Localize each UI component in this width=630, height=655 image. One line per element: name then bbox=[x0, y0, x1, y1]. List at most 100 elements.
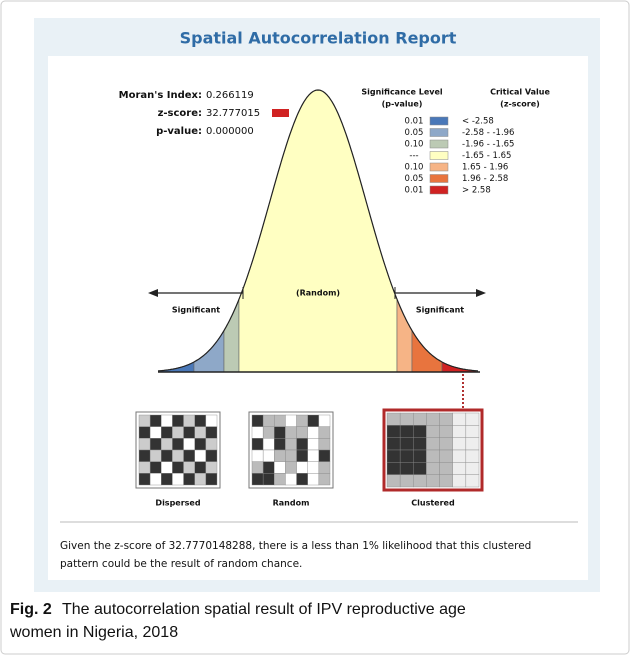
legend-header: (p-value) bbox=[382, 100, 423, 109]
map-cell bbox=[150, 438, 161, 450]
map-cell bbox=[184, 427, 195, 439]
map-cell bbox=[206, 427, 217, 439]
map-cell bbox=[161, 427, 172, 439]
map-cell bbox=[184, 462, 195, 474]
map-cell bbox=[297, 462, 308, 474]
map-cell bbox=[400, 475, 413, 487]
map-cell bbox=[453, 425, 466, 437]
map-cell bbox=[466, 425, 479, 437]
map-cell bbox=[426, 413, 439, 425]
map-cell bbox=[285, 438, 296, 450]
legend-z: 1.65 - 1.96 bbox=[462, 163, 508, 173]
map-cell bbox=[453, 475, 466, 487]
map-cell bbox=[466, 413, 479, 425]
map-cell bbox=[400, 438, 413, 450]
map-cell bbox=[206, 438, 217, 450]
map-cell bbox=[161, 438, 172, 450]
map-cell bbox=[150, 473, 161, 485]
map-cell bbox=[285, 450, 296, 462]
map-cell bbox=[319, 427, 330, 439]
map-cell bbox=[413, 413, 426, 425]
map-cell bbox=[440, 425, 453, 437]
map-cell bbox=[400, 462, 413, 474]
map-cell bbox=[297, 473, 308, 485]
stat-value: 32.777015 bbox=[206, 108, 260, 119]
caption-text: The autocorrelation spatial result of IP… bbox=[62, 601, 466, 618]
caption-label: Fig. 2 bbox=[10, 601, 52, 618]
map-cell bbox=[139, 450, 150, 462]
legend-z: < -2.58 bbox=[462, 117, 494, 127]
map-cell bbox=[426, 425, 439, 437]
map-cell bbox=[466, 450, 479, 462]
map-cell bbox=[466, 475, 479, 487]
map-cell bbox=[400, 450, 413, 462]
map-cell bbox=[400, 413, 413, 425]
map-cell bbox=[453, 438, 466, 450]
map-cell bbox=[297, 415, 308, 427]
report-title: Spatial Autocorrelation Report bbox=[180, 29, 457, 48]
map-cell bbox=[319, 438, 330, 450]
map-cell bbox=[440, 450, 453, 462]
map-cell bbox=[274, 427, 285, 439]
map-cell bbox=[274, 450, 285, 462]
map-cell bbox=[400, 425, 413, 437]
map-cell bbox=[263, 473, 274, 485]
legend-header: Critical Value bbox=[490, 88, 550, 97]
stat-value: 0.000000 bbox=[206, 126, 254, 137]
curve-label: (Random) bbox=[296, 289, 340, 298]
map-cell bbox=[172, 427, 183, 439]
map-cell bbox=[426, 450, 439, 462]
map-cell bbox=[206, 462, 217, 474]
map-cell bbox=[297, 427, 308, 439]
map-cell bbox=[319, 462, 330, 474]
map-cell bbox=[172, 473, 183, 485]
map-cell bbox=[440, 462, 453, 474]
map-cell bbox=[413, 438, 426, 450]
legend-p: 0.10 bbox=[405, 140, 424, 150]
legend-z: -2.58 - -1.96 bbox=[462, 128, 514, 138]
map-cell bbox=[274, 438, 285, 450]
summary: pattern could be the result of random ch… bbox=[60, 558, 302, 570]
z-score-swatch bbox=[272, 109, 289, 117]
map-cell bbox=[413, 425, 426, 437]
map-cell bbox=[440, 438, 453, 450]
map-cell bbox=[195, 473, 206, 485]
map-cell bbox=[308, 438, 319, 450]
map-cell bbox=[440, 413, 453, 425]
legend-p: --- bbox=[409, 151, 418, 161]
map-cell bbox=[150, 415, 161, 427]
map-cell bbox=[172, 462, 183, 474]
map-cell bbox=[274, 473, 285, 485]
map-cell bbox=[274, 462, 285, 474]
stat-label: Moran's Index: bbox=[119, 90, 202, 101]
map-cell bbox=[184, 473, 195, 485]
map-cell bbox=[426, 475, 439, 487]
map-cell bbox=[263, 450, 274, 462]
legend-header: Significance Level bbox=[361, 88, 443, 97]
map-cell bbox=[172, 450, 183, 462]
map-cell bbox=[161, 462, 172, 474]
curve-label: Significant bbox=[416, 306, 464, 315]
map-cell bbox=[252, 438, 263, 450]
map-cell bbox=[252, 462, 263, 474]
map-cell bbox=[263, 462, 274, 474]
map-cell bbox=[184, 415, 195, 427]
map-cell bbox=[319, 473, 330, 485]
legend-swatch bbox=[430, 117, 448, 125]
map-cell bbox=[150, 450, 161, 462]
map-cell bbox=[139, 427, 150, 439]
map-cell bbox=[440, 475, 453, 487]
map-cell bbox=[308, 415, 319, 427]
curve-label: Significant bbox=[172, 306, 220, 315]
legend-p: 0.05 bbox=[405, 174, 424, 184]
map-cell bbox=[466, 438, 479, 450]
stat-label: z-score: bbox=[158, 108, 202, 119]
map-cell bbox=[285, 427, 296, 439]
legend-z: -1.96 - -1.65 bbox=[462, 140, 514, 150]
legend-swatch bbox=[430, 129, 448, 137]
map-cell bbox=[387, 462, 400, 474]
map-cell bbox=[263, 438, 274, 450]
map-cell bbox=[252, 415, 263, 427]
map-cell bbox=[139, 415, 150, 427]
map-cell bbox=[466, 462, 479, 474]
